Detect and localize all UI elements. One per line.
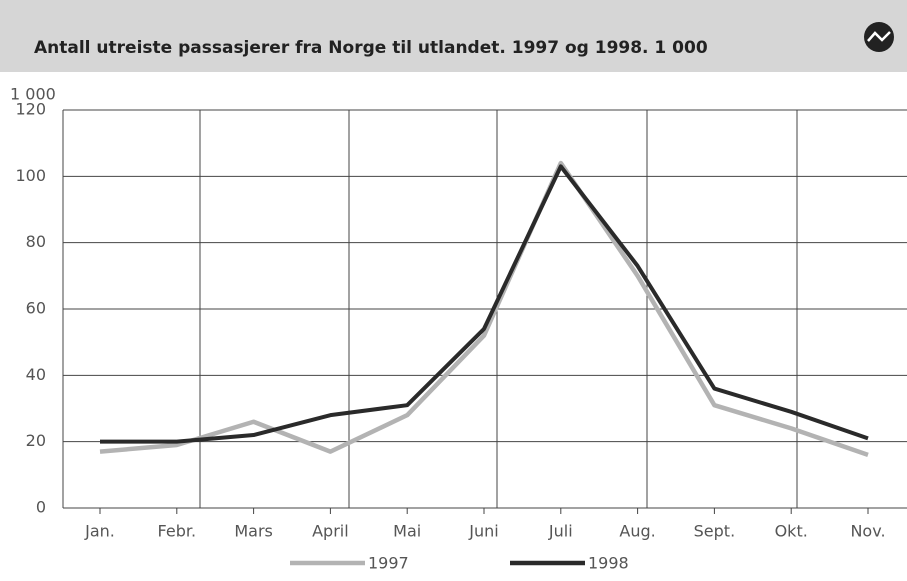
series-line [100,164,869,444]
y-unit-label: 1 000 [10,85,56,104]
y-tick-label: 60 [26,299,46,318]
logo-mark [867,31,891,42]
x-tick-label: Sept. [694,522,736,541]
x-tick-label: Mai [393,522,421,541]
header-band [0,0,907,72]
y-tick-label: 80 [26,232,46,251]
x-tick-label: Mars [234,522,273,541]
x-tick-label: Juli [548,522,573,541]
x-tick-label: Juni [468,522,498,541]
series-line [99,160,869,458]
legend-label: 1998 [588,554,629,573]
y-tick-label: 20 [26,431,46,450]
x-tick-label: Nov. [850,522,885,541]
chart-title: Antall utreiste passasjerer fra Norge ti… [34,38,708,58]
x-tick-label: April [312,522,349,541]
y-tick-label: 0 [36,498,46,517]
legend-label: 1997 [368,554,409,573]
y-tick-label: 100 [15,166,46,185]
y-tick-label: 120 [15,100,46,119]
x-tick-label: Jan. [84,522,115,541]
x-tick-label: Febr. [158,522,197,541]
y-tick-label: 40 [26,365,46,384]
x-tick-label: Okt. [775,522,808,541]
x-tick-label: Aug. [619,522,655,541]
